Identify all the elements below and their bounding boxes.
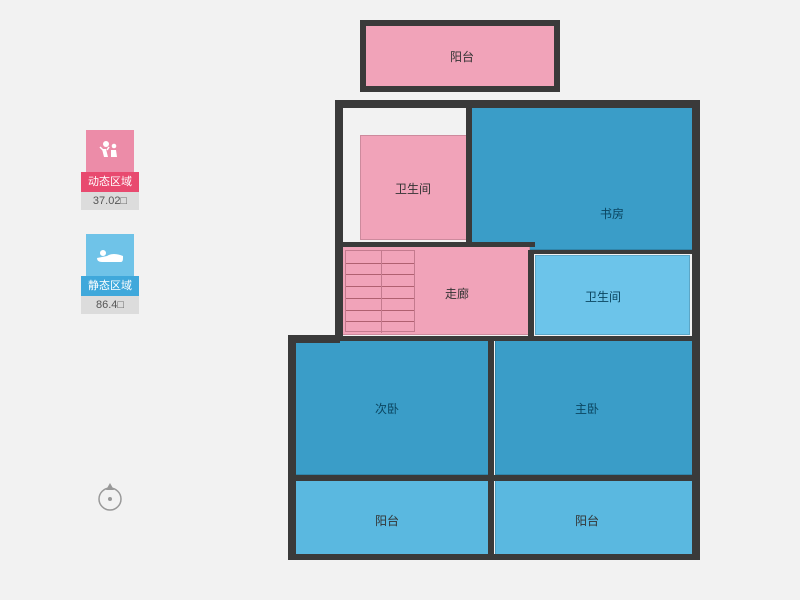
wall-9 <box>335 245 343 340</box>
legend-dynamic-label: 动态区域 <box>81 172 139 192</box>
room-label-master: 主卧 <box>575 400 599 417</box>
room-label-bathroom2: 卫生间 <box>585 288 621 305</box>
legend-static-value: 86.4□ <box>81 296 139 314</box>
legend-dynamic: 动态区域 37.02□ <box>80 130 140 210</box>
wall-11 <box>288 475 700 481</box>
room-label-balcony_br: 阳台 <box>575 512 599 529</box>
legend-dynamic-value: 37.02□ <box>81 192 139 210</box>
wall-5 <box>335 100 343 250</box>
room-label-balcony_top: 阳台 <box>450 48 474 65</box>
room-study <box>470 105 695 250</box>
legend-static: 静态区域 86.4□ <box>80 234 140 314</box>
wall-3 <box>360 86 560 92</box>
wall-2 <box>554 20 560 90</box>
wall-12 <box>488 338 494 558</box>
people-icon <box>86 130 134 172</box>
sleeping-icon <box>86 234 134 276</box>
wall-4 <box>335 100 700 108</box>
wall-6 <box>692 100 700 560</box>
wall-7 <box>288 335 296 560</box>
wall-13 <box>528 250 534 340</box>
legend-static-label: 静态区域 <box>81 276 139 296</box>
legend-panel: 动态区域 37.02□ 静态区域 86.4□ <box>80 130 140 338</box>
room-label-corridor: 走廊 <box>445 285 469 302</box>
room-label-bedroom2: 次卧 <box>375 400 399 417</box>
room-label-balcony_bl: 阳台 <box>375 512 399 529</box>
room-label-study: 书房 <box>600 205 624 222</box>
wall-16 <box>290 336 700 341</box>
compass-icon <box>95 480 125 510</box>
wall-15 <box>340 242 535 247</box>
floorplan: 阳台卫生间书房走廊卫生间次卧主卧阳台阳台 <box>270 20 700 580</box>
stairs <box>345 250 415 332</box>
wall-14 <box>466 105 472 245</box>
room-label-bathroom1: 卫生间 <box>395 180 431 197</box>
wall-1 <box>360 20 560 26</box>
wall-10 <box>288 554 700 560</box>
wall-17 <box>532 250 697 254</box>
wall-0 <box>360 20 366 90</box>
